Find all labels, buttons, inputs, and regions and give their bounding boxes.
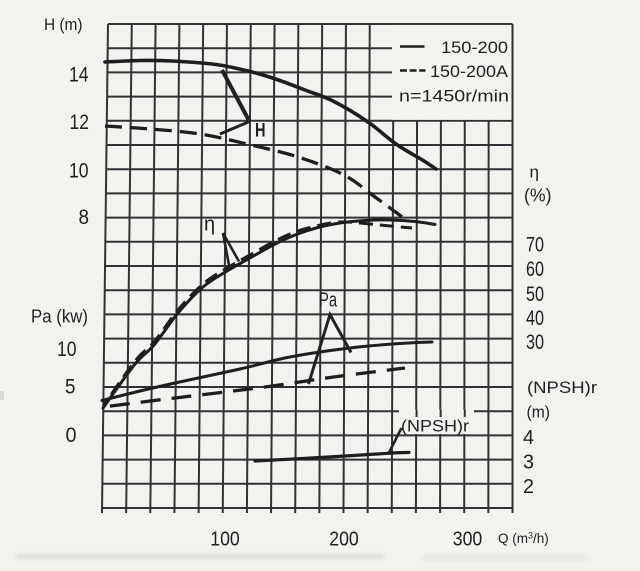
svg-text:200: 200 <box>329 529 359 551</box>
svg-text:2: 2 <box>523 476 534 498</box>
svg-text:150-200A: 150-200A <box>430 62 509 81</box>
svg-text:100: 100 <box>210 529 240 551</box>
svg-text:Pa (kw): Pa (kw) <box>31 306 88 326</box>
svg-text:150-200: 150-200 <box>441 38 508 57</box>
svg-text:H: H <box>255 121 266 142</box>
svg-text:Q (m3/h): Q (m3/h) <box>498 531 549 547</box>
svg-text:(m): (m) <box>527 403 551 422</box>
svg-text:η: η <box>530 163 539 182</box>
svg-text:η: η <box>204 214 215 236</box>
svg-text:8: 8 <box>79 206 90 229</box>
svg-text:40: 40 <box>526 307 544 330</box>
svg-text:60: 60 <box>526 258 544 281</box>
svg-text:14: 14 <box>69 63 89 86</box>
svg-text:10: 10 <box>69 160 89 183</box>
svg-text:n=1450r/min: n=1450r/min <box>399 87 509 106</box>
svg-text:(%): (%) <box>524 186 552 206</box>
svg-text:(NPSH)r: (NPSH)r <box>527 378 597 397</box>
svg-text:(NPSH)r: (NPSH)r <box>401 417 469 436</box>
svg-text:H (m): H (m) <box>44 15 83 34</box>
svg-text:10: 10 <box>57 338 77 361</box>
svg-text:300: 300 <box>453 529 483 551</box>
svg-text:70: 70 <box>526 233 544 256</box>
svg-text:5: 5 <box>65 376 76 399</box>
svg-text:0: 0 <box>66 424 77 447</box>
svg-text:50: 50 <box>526 283 544 306</box>
svg-text:4: 4 <box>523 427 534 449</box>
svg-text:Pa: Pa <box>319 290 338 312</box>
svg-text:12: 12 <box>70 111 90 134</box>
svg-text:3: 3 <box>523 451 534 473</box>
svg-text:30: 30 <box>526 331 544 354</box>
